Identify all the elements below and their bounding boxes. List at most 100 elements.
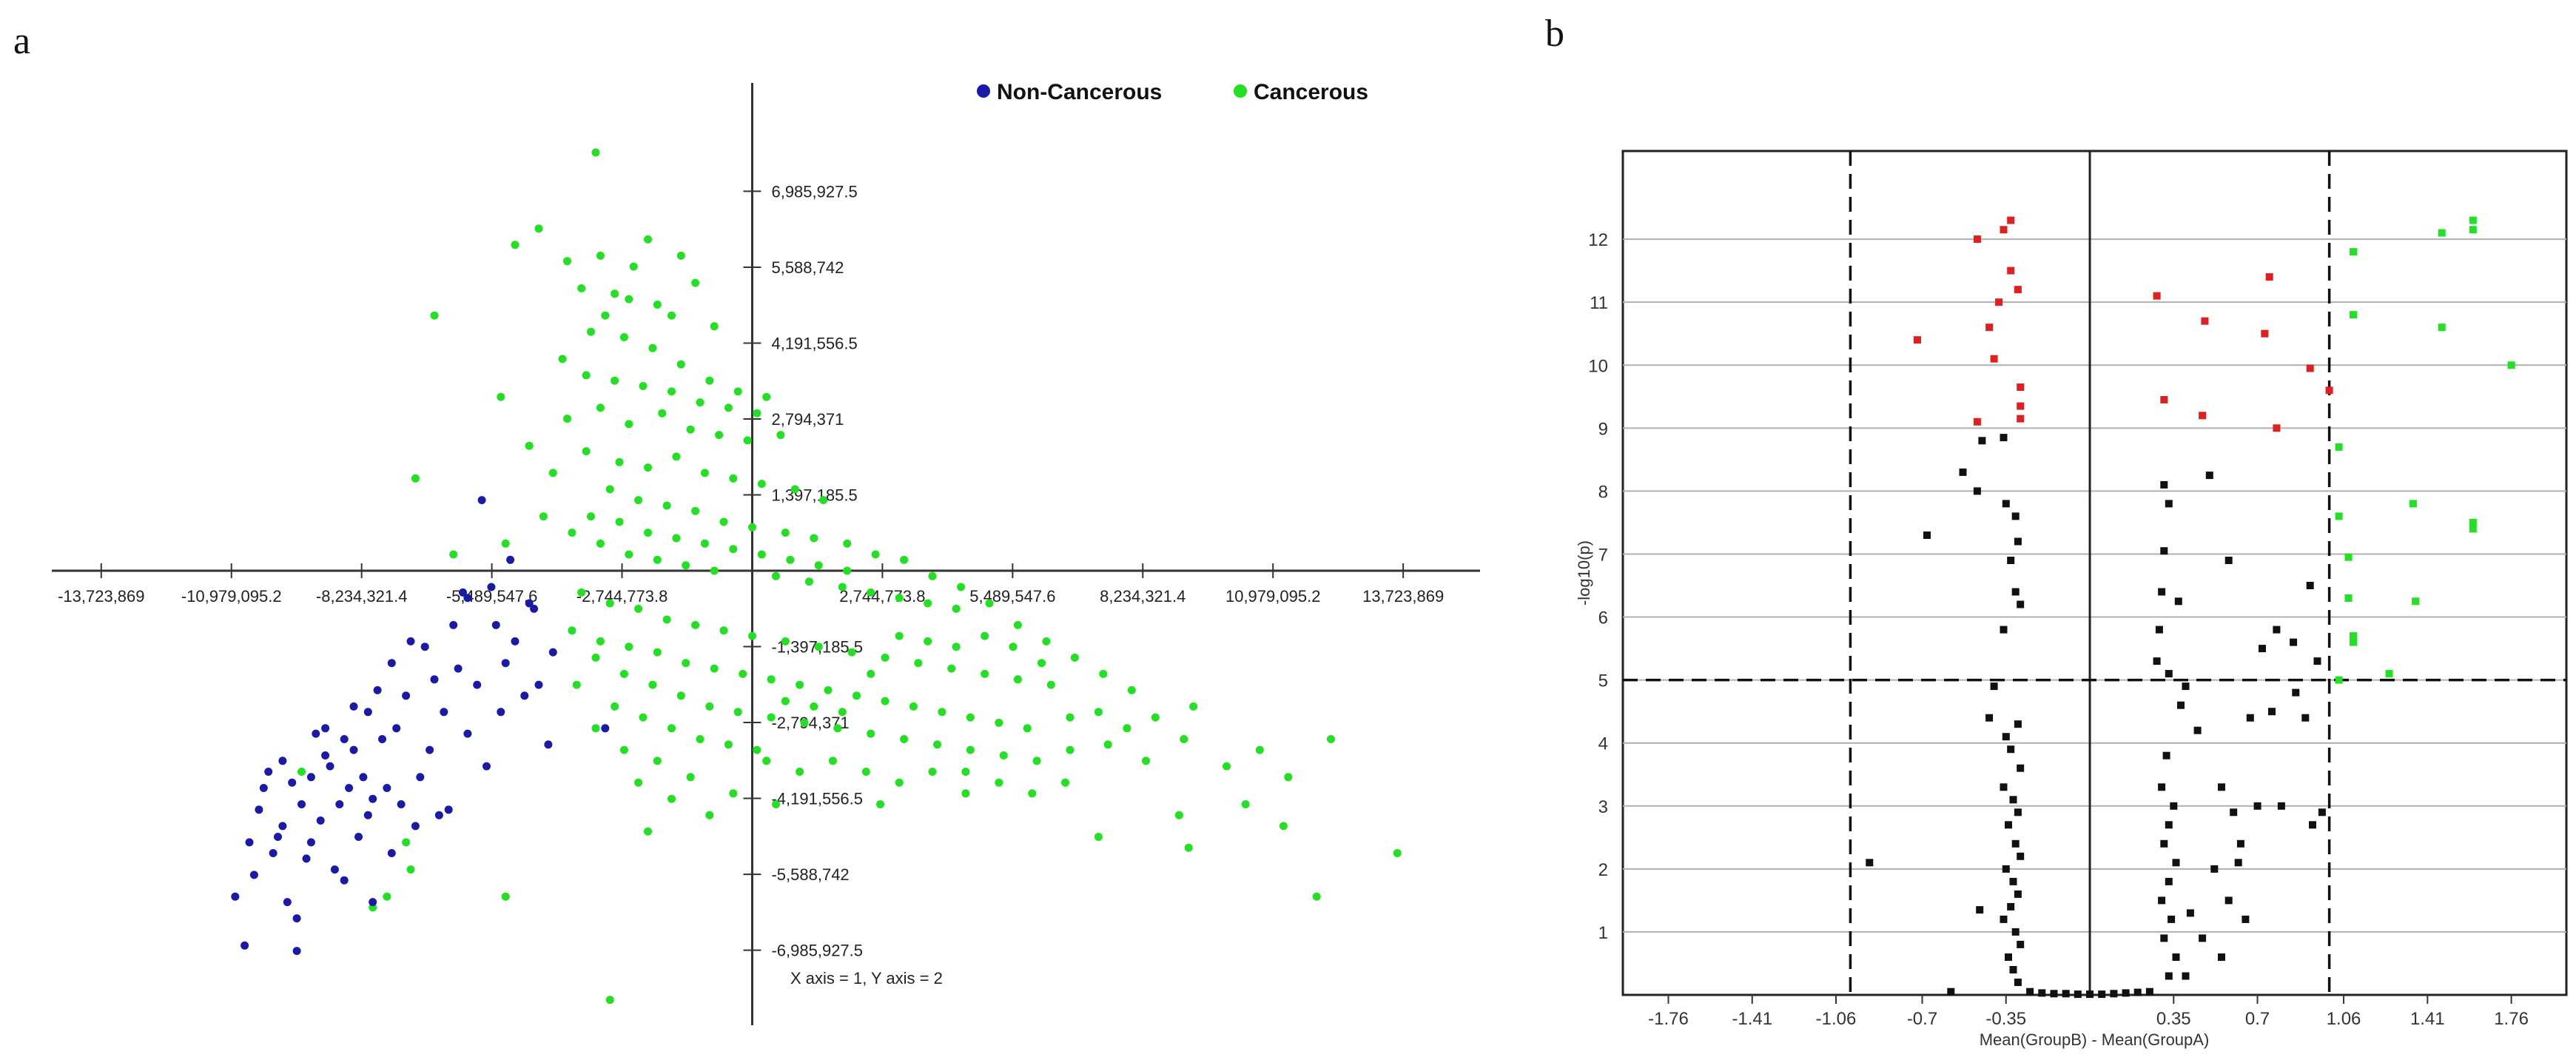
point-cancerous [828, 757, 837, 765]
point-non-cancerous [321, 751, 330, 759]
y-tick-label: 1,397,185.5 [771, 486, 857, 504]
panel-label-a: a [13, 20, 30, 62]
point-cancerous [497, 392, 505, 401]
point-cancerous [1151, 713, 1160, 722]
point-not-significant [2165, 877, 2173, 885]
point-significant-p-fold-change [2438, 229, 2446, 237]
point-not-significant [2009, 796, 2017, 804]
point-significant-p [1973, 418, 1981, 426]
point-not-significant [2186, 909, 2194, 917]
point-cancerous [615, 457, 624, 466]
point-cancerous [867, 729, 875, 738]
point-significant-p-fold-change [2409, 500, 2417, 508]
point-not-significant [2014, 720, 2022, 728]
point-not-significant [1973, 487, 1981, 495]
point-non-cancerous [454, 664, 463, 673]
point-not-significant [2074, 990, 2082, 999]
point-non-cancerous [434, 811, 443, 819]
point-cancerous [591, 724, 600, 733]
point-cancerous [611, 289, 619, 298]
point-significant-p [2273, 424, 2281, 432]
point-cancerous [449, 550, 458, 559]
y-tick-label: -6,985,927.5 [771, 942, 863, 960]
point-non-cancerous [397, 800, 406, 808]
point-non-cancerous [487, 583, 496, 591]
point-non-cancerous [420, 643, 429, 651]
point-cancerous [757, 550, 766, 559]
point-cancerous [881, 697, 890, 705]
chart-b-threshold-lines [1623, 151, 2566, 995]
point-not-significant [2017, 940, 2025, 948]
point-non-cancerous [345, 784, 354, 792]
point-non-cancerous [534, 680, 543, 689]
point-non-cancerous [369, 898, 377, 907]
point-cancerous [605, 599, 614, 608]
y-tick-label: -4,191,556.5 [771, 790, 863, 808]
point-not-significant [2236, 839, 2244, 848]
point-cancerous [981, 669, 989, 678]
point-non-cancerous [501, 659, 510, 668]
y-tick-label: 12 [1588, 230, 1608, 250]
point-not-significant [2168, 915, 2176, 923]
point-cancerous [852, 691, 861, 700]
point-cancerous [796, 680, 804, 689]
x-tick-label: -10,979,095.2 [181, 587, 282, 606]
point-non-cancerous [601, 724, 610, 733]
point-non-cancerous [373, 685, 382, 694]
point-not-significant [2026, 987, 2034, 996]
point-not-significant [2306, 582, 2314, 589]
point-significant-p-fold-change [2344, 594, 2353, 602]
point-cancerous [696, 735, 704, 743]
x-tick-label: -0.35 [1985, 1009, 2026, 1029]
x-tick-label: -2,744,773.8 [576, 587, 668, 606]
point-non-cancerous [349, 702, 358, 711]
point-cancerous [800, 718, 809, 727]
point-cancerous [501, 892, 510, 901]
point-not-significant [2165, 972, 2173, 980]
x-tick-label: -1.76 [1648, 1009, 1689, 1029]
point-cancerous [591, 148, 600, 157]
point-significant-p [2265, 273, 2273, 281]
point-cancerous [999, 751, 1008, 759]
point-non-cancerous [330, 865, 339, 874]
point-non-cancerous [416, 773, 425, 782]
point-cancerous [1023, 724, 1032, 733]
point-not-significant [2002, 500, 2010, 508]
x-tick-label: 5,489,547.6 [969, 587, 1055, 606]
point-significant-p-fold-change [2385, 670, 2393, 678]
point-cancerous [900, 555, 909, 564]
point-cancerous [772, 571, 780, 580]
point-non-cancerous [269, 849, 278, 857]
point-cancerous [625, 420, 633, 429]
point-cancerous [981, 631, 989, 640]
point-cancerous [634, 604, 643, 613]
point-non-cancerous [274, 833, 282, 841]
point-not-significant [2174, 597, 2182, 606]
point-cancerous [1038, 659, 1046, 668]
point-not-significant [2182, 972, 2190, 980]
x-tick-label: 1.06 [2327, 1009, 2361, 1029]
point-non-cancerous [378, 735, 386, 743]
point-non-cancerous [288, 778, 297, 787]
panel-label-b: b [1545, 13, 1564, 55]
point-cancerous [644, 529, 652, 537]
point-significant-p [2153, 292, 2161, 300]
point-cancerous [1066, 713, 1075, 722]
point-significant-p-fold-change [2507, 361, 2515, 369]
chart-b-points [1866, 216, 2515, 999]
point-cancerous [928, 768, 937, 776]
y-tick-label: 1 [1598, 923, 1608, 943]
point-cancerous [776, 431, 785, 440]
point-not-significant [2133, 988, 2142, 996]
point-cancerous [1103, 740, 1112, 749]
point-cancerous [810, 534, 818, 543]
point-significant-p [2014, 286, 2022, 294]
point-cancerous [611, 376, 619, 385]
point-not-significant [2234, 859, 2242, 867]
point-cancerous [947, 664, 956, 673]
point-significant-p-fold-change [2335, 512, 2343, 520]
point-cancerous [867, 669, 875, 678]
point-not-significant [2014, 537, 2022, 546]
x-tick-label: 13,723,869 [1362, 587, 1444, 606]
